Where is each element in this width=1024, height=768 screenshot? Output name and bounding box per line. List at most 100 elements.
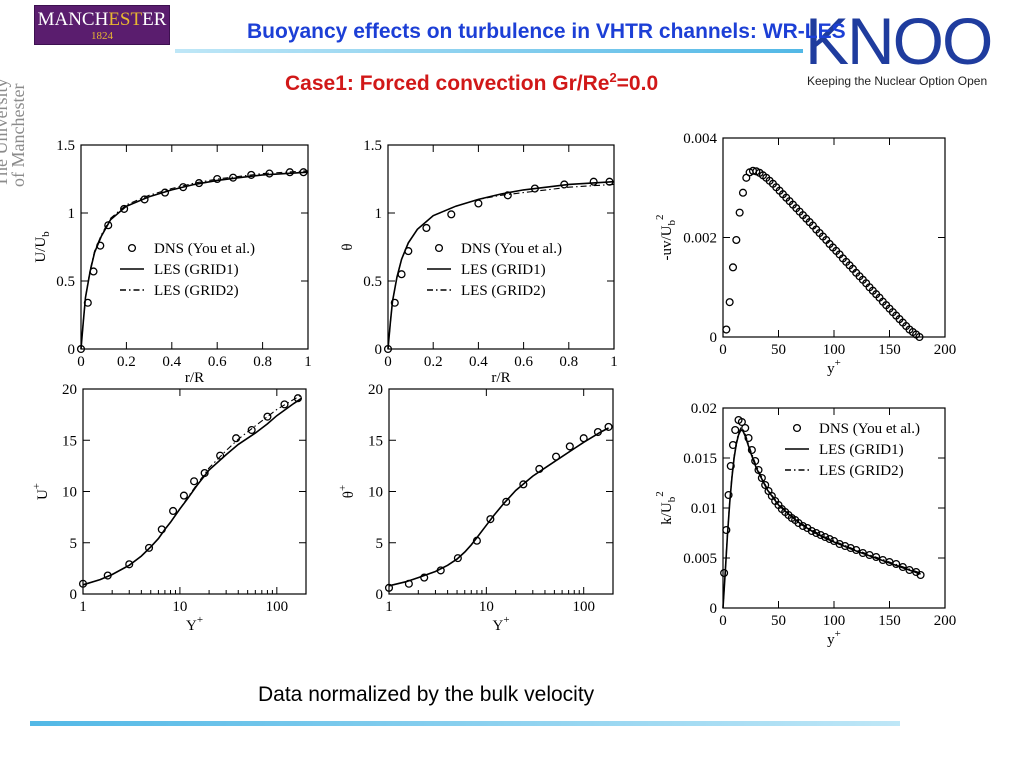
y-tick-label: 20 (62, 382, 77, 398)
series-line-les-grid2- (722, 427, 921, 609)
data-point-dns-you-et-al- (737, 417, 746, 427)
x-tick-label: 200 (934, 613, 957, 629)
y-tick-label: 0 (70, 587, 78, 603)
data-point-dns-you-et-al- (732, 235, 741, 245)
y-tick-label: 15 (368, 433, 383, 449)
case-title: Case1: Forced convection Gr/Re2=0.0 (285, 70, 658, 96)
x-tick-label: 0 (77, 354, 85, 370)
y-tick-label: 0.5 (56, 274, 75, 290)
x-axis-label-sup: + (835, 357, 841, 369)
data-point-dns-you-et-al- (420, 573, 429, 582)
y-tick-label: 5 (376, 536, 384, 552)
data-point-dns-you-et-al- (453, 554, 462, 563)
data-point-dns-you-et-al- (807, 526, 816, 536)
data-point-dns-you-et-al- (486, 515, 495, 524)
data-point-dns-you-et-al- (741, 423, 750, 433)
series-line-les-grid2- (388, 427, 609, 587)
legend-marker-circle (434, 243, 444, 253)
y-axis-label-sup: 2 (654, 215, 666, 221)
y-axis-label-sub: b (666, 496, 678, 502)
series-line-les-grid2- (82, 394, 302, 586)
data-point-dns-you-et-al- (213, 174, 222, 184)
legend: DNS (You et al.) LES (GRID1) LES (GRID2) (427, 241, 562, 299)
y-tick-label: 0.02 (691, 401, 717, 417)
data-point-dns-you-et-al- (722, 325, 731, 334)
legend-marker-circle (792, 423, 802, 433)
x-tick-label: 0 (719, 342, 727, 358)
y-axis-label-sup: + (337, 485, 349, 491)
y-tick-label: 0.015 (683, 451, 717, 467)
data-point-dns-you-et-al- (812, 528, 821, 538)
x-tick-label: 0 (384, 354, 392, 370)
x-tick-label: 150 (878, 342, 901, 358)
x-tick-label: 1 (304, 354, 312, 370)
series-line-les-grid2- (80, 170, 309, 350)
x-axis-label: Y+ (186, 614, 203, 634)
y-tick-label: 0 (375, 342, 383, 358)
footer-note: Data normalized by the bulk velocity (258, 683, 595, 706)
data-point-dns-you-et-al- (179, 491, 188, 500)
data-point-dns-you-et-al- (144, 543, 154, 552)
data-point-dns-you-et-al- (474, 199, 483, 208)
y-tick-label: 1 (375, 206, 383, 222)
series-line-les-grid1- (80, 171, 309, 350)
y-tick-label: 0.002 (683, 231, 717, 247)
x-tick-label: 0.8 (253, 354, 272, 370)
x-tick-label: 0.4 (469, 354, 488, 370)
y-tick-label: 10 (368, 485, 383, 501)
y-axis-label: -uv/Ub2 (654, 215, 678, 261)
y-axis-label: θ+ (337, 485, 357, 498)
plot-frame (388, 388, 614, 595)
x-axis-label: r/R (491, 370, 510, 386)
manchester-logo: MANCHESTER 1824 (34, 5, 170, 45)
legend-label: LES (GRID2) (154, 283, 239, 299)
data-point-dns-you-et-al- (232, 434, 241, 443)
legend-label: LES (GRID1) (819, 442, 904, 458)
data-point-dns-you-et-al- (397, 270, 406, 279)
chart-U_vs_r: 0 0.2 0.4 0.6 0.8 1 0 0.5 1 1.5 r/R U/Ub DNS (You et… (33, 138, 312, 386)
x-tick-label: 150 (878, 613, 901, 629)
knoo-logo-text: KNOO (805, 4, 993, 78)
y-tick-label: 20 (368, 382, 383, 398)
x-tick-label: 1 (610, 354, 618, 370)
series-line-les-grid2- (387, 183, 615, 350)
x-tick-label: 100 (823, 342, 846, 358)
case-title-main: Case1: Forced convection Gr/Re (285, 72, 610, 95)
data-point-dns-you-et-al- (722, 525, 731, 535)
y-axis-label: U+ (31, 483, 51, 500)
y-tick-label: 15 (62, 433, 77, 449)
y-tick-label: 5 (70, 536, 78, 552)
legend-label: DNS (You et al.) (819, 421, 920, 437)
legend-label: LES (GRID2) (461, 283, 546, 299)
y-tick-label: 0 (68, 342, 76, 358)
data-point-dns-you-et-al- (757, 473, 766, 483)
x-tick-label: 50 (771, 342, 786, 358)
data-point-dns-you-et-al- (384, 583, 394, 592)
data-point-dns-you-et-al- (761, 480, 770, 490)
x-tick-label: 10 (479, 599, 494, 615)
data-point-dns-you-et-al- (726, 461, 735, 471)
y-tick-label: 0.005 (683, 551, 717, 567)
y-axis-label-sup: + (31, 483, 43, 489)
legend-label: DNS (You et al.) (461, 241, 562, 257)
x-tick-label: 1 (79, 599, 87, 615)
data-point-dns-you-et-al- (422, 223, 431, 233)
y-axis-label: k/Ub2 (654, 491, 678, 525)
x-tick-label: 10 (172, 599, 187, 615)
y-tick-label: 1 (68, 206, 76, 222)
y-tick-label: 0.01 (691, 501, 717, 517)
x-axis-label: r/R (185, 370, 204, 386)
y-axis-label-sub: b (40, 231, 52, 237)
plot-frame (387, 144, 615, 350)
data-point-dns-you-et-al- (169, 506, 178, 516)
data-point-dns-you-et-al- (916, 570, 925, 580)
x-axis-label-sup: + (197, 614, 203, 626)
data-point-dns-you-et-al- (120, 204, 129, 213)
data-point-dns-you-et-al- (280, 400, 289, 409)
data-point-dns-you-et-al- (263, 412, 272, 421)
plot-frame (80, 144, 309, 350)
legend-marker-circle (127, 243, 137, 253)
data-point-dns-you-et-al- (724, 490, 733, 500)
data-point-dns-you-et-al- (747, 445, 756, 455)
x-tick-label: 100 (572, 599, 595, 615)
